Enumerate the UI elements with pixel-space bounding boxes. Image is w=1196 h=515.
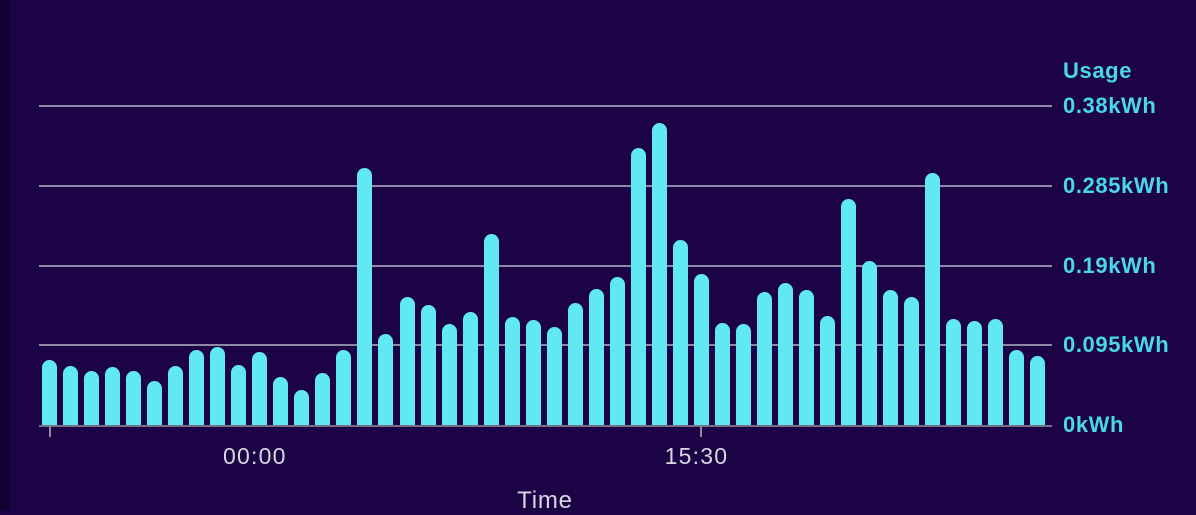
usage-bar[interactable] [567,303,583,425]
usage-bar[interactable] [546,326,562,425]
usage-bar[interactable] [504,316,520,425]
usage-bar[interactable] [946,319,962,425]
usage-bar[interactable] [147,381,163,425]
usage-bar[interactable] [168,366,184,425]
usage-bar[interactable] [1030,356,1046,425]
usage-bar[interactable] [42,360,57,425]
usage-bar[interactable] [126,371,142,425]
usage-bar[interactable] [735,324,751,425]
usage-bar[interactable] [525,320,541,425]
usage-bar[interactable] [778,283,794,425]
usage-bar[interactable] [799,289,815,425]
usage-bar[interactable] [904,297,920,425]
usage-bar[interactable] [315,372,331,425]
gridline-0.285 [39,184,1052,187]
usage-bar[interactable] [462,311,478,425]
usage-bar[interactable] [714,323,730,425]
usage-bar[interactable] [84,371,100,425]
usage-bar[interactable] [336,350,352,425]
usage-bar[interactable] [651,122,667,425]
usage-bar[interactable] [693,273,709,425]
usage-bar[interactable] [1009,350,1025,425]
x-axis-tick-mark [700,426,703,437]
usage-bar[interactable] [883,289,899,425]
y-tick-label-0: 0kWh [1063,412,1125,437]
usage-bar[interactable] [231,365,247,425]
x-axis-title: Time [517,487,573,514]
usage-bar[interactable] [483,234,499,425]
usage-bar[interactable] [357,168,373,425]
x-axis-line [39,425,1052,427]
usage-bar[interactable] [252,351,268,425]
usage-bar[interactable] [420,304,436,425]
usage-bar[interactable] [105,367,121,425]
usage-bar[interactable] [294,389,310,425]
usage-bar[interactable] [630,147,646,425]
usage-bar[interactable] [820,315,836,425]
usage-bar[interactable] [967,320,983,425]
usage-bar[interactable] [378,334,394,425]
window-edge-strip [0,0,9,510]
x-tick-label-00:00: 00:00 [223,443,287,469]
gridline-0.19 [39,264,1052,267]
x-axis-tick-mark [48,426,51,437]
usage-bar[interactable] [210,346,226,425]
usage-bar[interactable] [757,292,773,425]
x-tick-label-15:30: 15:30 [664,443,729,469]
usage-bar[interactable] [441,324,457,425]
usage-bar[interactable] [862,261,878,425]
gridline-0.38 [39,105,1052,107]
usage-bar[interactable] [841,199,857,425]
usage-bar[interactable] [672,240,688,425]
y-tick-label-0.285: 0.285kWh [1063,172,1170,198]
y-axis-title: Usage [1063,58,1133,83]
usage-bar[interactable] [925,173,941,425]
usage-bar[interactable] [63,366,79,425]
usage-bar[interactable] [609,277,625,425]
y-tick-label-0.095: 0.095kWh [1063,332,1170,358]
y-tick-label-0.38: 0.38kWh [1063,93,1157,118]
gridline-0.095 [39,344,1052,347]
usage-bar[interactable] [399,297,415,425]
usage-bar[interactable] [189,350,205,425]
y-tick-label-0.19: 0.19kWh [1063,252,1157,278]
usage-bar[interactable] [988,319,1004,425]
usage-bar[interactable] [588,289,604,425]
usage-bar[interactable] [273,377,289,425]
